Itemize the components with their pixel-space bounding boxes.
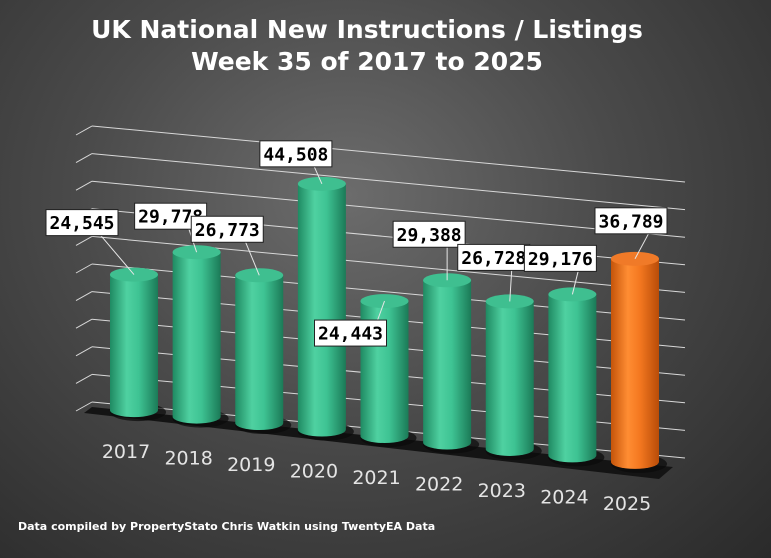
gridline-edge bbox=[75, 125, 93, 136]
bar-2023 bbox=[485, 294, 542, 460]
data-label-text: 29,176 bbox=[528, 249, 593, 270]
gridline-edge bbox=[75, 291, 93, 302]
data-label-text: 24,545 bbox=[49, 213, 114, 234]
leader-line bbox=[244, 241, 260, 276]
data-label-2017: 24,545 bbox=[45, 209, 135, 275]
bar-body bbox=[423, 280, 472, 450]
category-label-2021: 2021 bbox=[352, 467, 400, 489]
chart-title-line-2: Week 35 of 2017 to 2025 bbox=[191, 47, 543, 76]
chart-title: UK National New Instructions / Listings … bbox=[91, 15, 643, 76]
data-label-text: 36,789 bbox=[598, 211, 663, 232]
data-label-text: 26,773 bbox=[195, 220, 260, 241]
category-label-2017: 2017 bbox=[102, 441, 150, 463]
leader-line bbox=[99, 234, 135, 275]
data-label-2025: 36,789 bbox=[594, 207, 668, 260]
data-label-text: 29,778 bbox=[138, 207, 203, 228]
data-label-box bbox=[392, 220, 466, 248]
category-label-2023: 2023 bbox=[478, 480, 526, 502]
category-label-2020: 2020 bbox=[290, 461, 338, 483]
gridline-edge bbox=[75, 263, 93, 274]
bar-2025 bbox=[611, 251, 667, 473]
gridline-edge bbox=[75, 346, 93, 357]
data-label-box bbox=[457, 243, 531, 271]
gridline-edge bbox=[75, 401, 93, 412]
bar-2022 bbox=[423, 273, 480, 454]
category-labels: 2017 2018 2019 2020 2021 2022 2023 2024 2025 bbox=[102, 441, 651, 515]
gridline-edge bbox=[75, 318, 93, 329]
data-label-text: 24,443 bbox=[318, 324, 383, 345]
category-label-2018: 2018 bbox=[164, 448, 212, 470]
category-label-2024: 2024 bbox=[540, 486, 588, 508]
leader-line bbox=[509, 269, 513, 302]
data-label-box bbox=[314, 319, 387, 347]
category-label-2025: 2025 bbox=[603, 493, 651, 515]
gridline-edge bbox=[75, 373, 93, 384]
data-label-box bbox=[190, 215, 264, 243]
data-label-box bbox=[45, 209, 119, 237]
bar-2019 bbox=[235, 268, 292, 435]
bar-body bbox=[110, 274, 158, 418]
bar-2018 bbox=[172, 245, 229, 428]
gridline bbox=[91, 153, 686, 211]
bar-2024 bbox=[548, 287, 605, 467]
data-label-box bbox=[259, 140, 333, 168]
bar-body bbox=[297, 183, 346, 437]
bar-2017 bbox=[110, 267, 166, 422]
data-label-2024: 29,176 bbox=[523, 244, 597, 295]
bar-body bbox=[172, 252, 221, 424]
gridline bbox=[91, 180, 686, 238]
source-footnote: Data compiled by PropertyStato Chris Wat… bbox=[18, 520, 436, 533]
bar-body bbox=[235, 275, 284, 431]
data-label-2019: 26,773 bbox=[190, 215, 264, 276]
data-label-2021: 24,443 bbox=[314, 300, 387, 347]
bar-body bbox=[611, 258, 659, 469]
data-label-text: 29,388 bbox=[397, 225, 462, 246]
bar-body bbox=[485, 301, 534, 456]
data-label-2020: 44,508 bbox=[259, 140, 333, 185]
bar-top bbox=[172, 245, 221, 260]
data-label-text: 44,508 bbox=[263, 144, 328, 165]
data-label-box bbox=[594, 207, 668, 235]
leader-line bbox=[313, 165, 323, 185]
category-label-2019: 2019 bbox=[227, 454, 275, 476]
gridline-edge bbox=[75, 180, 93, 191]
data-label-box bbox=[523, 244, 597, 272]
category-label-2022: 2022 bbox=[415, 473, 463, 495]
bars bbox=[110, 176, 667, 473]
data-label-text: 26,728 bbox=[461, 248, 526, 269]
leader-line bbox=[634, 232, 650, 260]
data-label-2022: 29,388 bbox=[392, 220, 466, 281]
bar-body bbox=[548, 294, 597, 463]
gridline-edge bbox=[75, 153, 93, 164]
data-label-2023: 26,728 bbox=[457, 243, 531, 302]
chart-title-line-1: UK National New Instructions / Listings bbox=[91, 15, 643, 44]
gridline bbox=[91, 125, 686, 183]
bar-2021 bbox=[360, 294, 417, 447]
gridline-edge bbox=[75, 235, 93, 246]
bar-2020 bbox=[297, 176, 354, 441]
leader-line bbox=[571, 270, 579, 295]
